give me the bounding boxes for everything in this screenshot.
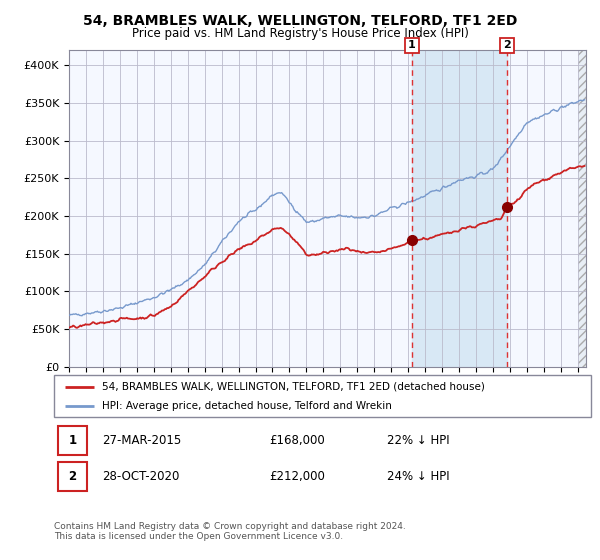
Text: 2: 2 (68, 470, 76, 483)
Text: £212,000: £212,000 (269, 470, 325, 483)
Bar (58, 426, 87, 455)
Text: 28-OCT-2020: 28-OCT-2020 (103, 470, 180, 483)
Text: 24% ↓ HPI: 24% ↓ HPI (387, 470, 449, 483)
Text: 2: 2 (503, 40, 511, 50)
Text: £168,000: £168,000 (269, 433, 325, 447)
Text: 54, BRAMBLES WALK, WELLINGTON, TELFORD, TF1 2ED: 54, BRAMBLES WALK, WELLINGTON, TELFORD, … (83, 14, 517, 28)
Bar (412, 50, 507, 367)
Text: HPI: Average price, detached house, Telford and Wrekin: HPI: Average price, detached house, Telf… (103, 401, 392, 411)
Text: 54, BRAMBLES WALK, WELLINGTON, TELFORD, TF1 2ED (detached house): 54, BRAMBLES WALK, WELLINGTON, TELFORD, … (103, 381, 485, 391)
Text: Price paid vs. HM Land Registry's House Price Index (HPI): Price paid vs. HM Land Registry's House … (131, 27, 469, 40)
Text: 27-MAR-2015: 27-MAR-2015 (103, 433, 182, 447)
Text: 22% ↓ HPI: 22% ↓ HPI (387, 433, 449, 447)
Bar (578, 50, 586, 367)
Text: Contains HM Land Registry data © Crown copyright and database right 2024.
This d: Contains HM Land Registry data © Crown c… (54, 522, 406, 542)
Text: 1: 1 (68, 433, 76, 447)
Text: 1: 1 (408, 40, 416, 50)
Bar (58, 462, 87, 491)
Bar (578, 50, 586, 367)
